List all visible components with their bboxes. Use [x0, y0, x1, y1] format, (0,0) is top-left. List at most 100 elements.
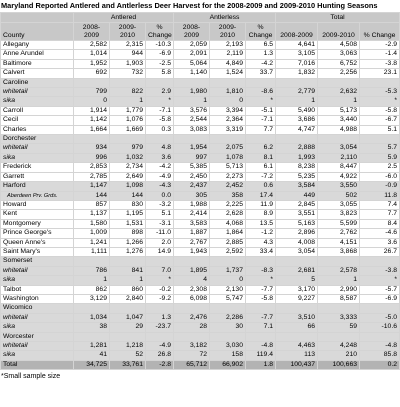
- cell-value: [145, 134, 174, 145]
- cell-value: 5,173: [317, 105, 361, 117]
- cell-value: 830: [109, 199, 146, 211]
- column-header: 2008-2009: [173, 22, 210, 41]
- cell-value: 1: [173, 96, 210, 107]
- cell-value: 6,098: [173, 293, 210, 305]
- cell-value: [317, 256, 361, 267]
- cell-value: [109, 134, 146, 145]
- cell-value: 2,582: [73, 39, 110, 51]
- cell-value: -7.1: [145, 105, 174, 117]
- cell-value: 5,385: [173, 162, 210, 173]
- cell-value: 23.1: [359, 68, 400, 79]
- cell-value: 732: [109, 68, 146, 79]
- row-label: Dorchester: [0, 134, 74, 145]
- cell-value: 28: [173, 322, 210, 333]
- cell-value: 66,902: [209, 359, 246, 371]
- column-header: % Change: [145, 22, 174, 41]
- cell-value: 4,922: [317, 171, 361, 183]
- cell-value: *: [359, 96, 400, 107]
- cell-value: 2,130: [209, 284, 246, 295]
- cell-value: 1,047: [109, 312, 146, 324]
- cell-value: [359, 303, 400, 314]
- table-row: Frederick 2,853 2,734 -4.2 5,385 5,713 6.1 8,23…: [0, 162, 400, 173]
- cell-value: 2,059: [173, 39, 210, 51]
- cell-value: 2.9: [145, 87, 174, 98]
- cell-value: -0.2: [145, 284, 174, 295]
- cell-value: -3.2: [145, 199, 174, 211]
- cell-value: 3,063: [317, 49, 361, 60]
- cell-value: 11.8: [359, 190, 400, 201]
- cell-value: 1: [109, 96, 146, 107]
- cell-value: 3.6: [145, 152, 174, 164]
- cell-value: 7.4: [359, 199, 400, 211]
- cell-value: 33.4: [244, 246, 277, 258]
- cell-value: 841: [109, 265, 146, 277]
- row-label: Harford: [0, 181, 74, 192]
- cell-value: 4,151: [317, 237, 361, 248]
- row-label: sika: [0, 96, 74, 107]
- cell-value: -7.2: [244, 171, 277, 183]
- cell-value: 1,195: [109, 209, 146, 220]
- cell-value: 144: [109, 190, 146, 201]
- sub-header-row: County 2008-2009 2009-2010% Change 2008-200…: [0, 22, 400, 41]
- cell-value: 2,840: [109, 293, 146, 305]
- cell-value: [317, 303, 361, 314]
- cell-value: 5,235: [275, 171, 319, 183]
- row-label: Frederick: [0, 162, 74, 173]
- table-row: Carroll 1,914 1,779 -7.1 3,576 3,394 -5.1 5,490…: [0, 105, 400, 117]
- cell-value: 1,988: [173, 199, 210, 211]
- cell-value: -8.3: [244, 265, 277, 277]
- table-row: Total 34,725 33,761 -2.8 65,712 66,902 1.8 100,…: [0, 359, 400, 371]
- cell-value: 1,111: [73, 246, 110, 258]
- cell-value: [275, 134, 319, 145]
- cell-value: 1,032: [109, 152, 146, 164]
- table-row: Garrett 2,785 2,649 -4.9 2,450 2,273 -7.2 5,235…: [0, 171, 400, 183]
- cell-value: 119.4: [244, 350, 277, 361]
- cell-value: -4.2: [244, 58, 277, 70]
- cell-value: 1,078: [209, 152, 246, 164]
- cell-value: -6.0: [359, 171, 400, 183]
- cell-value: 898: [109, 228, 146, 239]
- row-label: sika: [0, 350, 74, 361]
- cell-value: -5.0: [359, 312, 400, 324]
- cell-value: *: [359, 275, 400, 286]
- cell-value: -3.8: [359, 58, 400, 70]
- cell-value: 2,681: [275, 265, 319, 277]
- cell-value: 210: [317, 350, 361, 361]
- row-label: Prince George's: [0, 228, 74, 239]
- cell-value: 2,632: [317, 87, 361, 98]
- harvest-table: Antlered Antlerless Total County 2008-2009 20…: [0, 12, 400, 371]
- group-header: Total: [275, 12, 400, 23]
- table-row: Worcester: [0, 331, 400, 343]
- cell-value: 1: [317, 275, 361, 286]
- cell-value: -2.9: [359, 39, 400, 51]
- column-header: 2009-2010: [209, 22, 246, 41]
- cell-value: 1,903: [109, 58, 146, 70]
- cell-value: 2,544: [173, 115, 210, 126]
- cell-value: 4,747: [275, 124, 319, 136]
- table-header: Antlered Antlerless Total County 2008-2009 20…: [0, 12, 400, 41]
- cell-value: 1,140: [173, 68, 210, 79]
- row-label: Aberdeen Prv. Grds.: [0, 190, 74, 201]
- cell-value: [317, 77, 361, 89]
- cell-value: 0: [73, 96, 110, 107]
- cell-value: -4.8: [244, 340, 277, 352]
- cell-value: 1,664: [73, 124, 110, 136]
- cell-value: [109, 331, 146, 343]
- cell-value: 26.8: [145, 350, 174, 361]
- cell-value: 4.8: [145, 143, 174, 154]
- row-label: Montgomery: [0, 218, 74, 230]
- cell-value: [145, 77, 174, 89]
- cell-value: 0.3: [145, 124, 174, 136]
- cell-value: 41: [73, 350, 110, 361]
- row-label: sika: [0, 152, 74, 164]
- row-label: Calvert: [0, 68, 74, 79]
- cell-value: -11.0: [145, 228, 174, 239]
- cell-value: 1,895: [173, 265, 210, 277]
- cell-value: 1,524: [209, 68, 246, 79]
- cell-value: 1.8: [244, 359, 277, 371]
- cell-value: 1,952: [73, 58, 110, 70]
- cell-value: -9.2: [145, 293, 174, 305]
- cell-value: -5.3: [359, 87, 400, 98]
- table-row: Queen Anne's 1,241 1,266 2.0 2,767 2,885 4.3 4,…: [0, 237, 400, 248]
- cell-value: 1,142: [73, 115, 110, 126]
